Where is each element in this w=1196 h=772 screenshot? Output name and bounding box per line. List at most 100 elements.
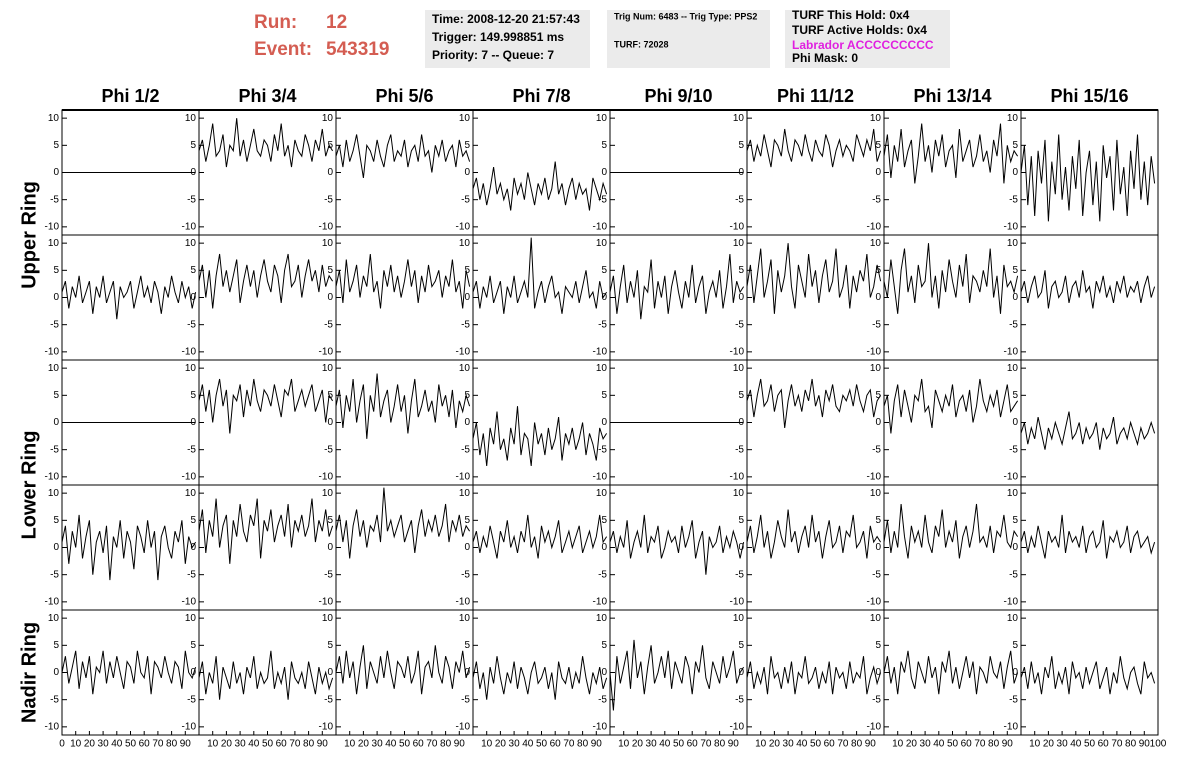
x-tick-label: 70 xyxy=(426,739,438,750)
y-tick-label: 0 xyxy=(53,292,59,303)
y-tick-label: -5 xyxy=(872,194,881,205)
y-tick-label: 10 xyxy=(596,613,608,624)
x-tick-label: 90 xyxy=(180,739,192,750)
event-label: Event: xyxy=(254,39,312,60)
y-tick-label: 10 xyxy=(596,363,608,374)
x-tick-label: 80 xyxy=(1125,739,1137,750)
x-tick-label: 10 xyxy=(481,739,493,750)
x-tick-label: 20 xyxy=(358,739,370,750)
column-title: Phi 1/2 xyxy=(101,86,159,106)
y-tick-label: -5 xyxy=(324,194,333,205)
y-tick-label: -10 xyxy=(456,596,471,607)
y-tick-label: 5 xyxy=(53,390,59,401)
y-tick-label: 5 xyxy=(327,640,333,651)
y-tick-label: -5 xyxy=(872,694,881,705)
y-tick-label: -10 xyxy=(730,346,745,357)
x-tick-label: 10 xyxy=(207,739,219,750)
y-tick-label: 0 xyxy=(1012,667,1018,678)
y-tick-label: 0 xyxy=(601,167,607,178)
trigger-text: Trigger: 149.998851 ms xyxy=(432,30,564,44)
y-tick-label: 5 xyxy=(601,515,607,526)
x-tick-label: 90 xyxy=(1139,739,1151,750)
y-tick-label: 0 xyxy=(190,667,196,678)
y-tick-label: -5 xyxy=(735,444,744,455)
y-tick-label: 0 xyxy=(738,292,744,303)
x-tick-label: 20 xyxy=(1043,739,1055,750)
y-tick-label: -5 xyxy=(1009,444,1018,455)
y-tick-label: -10 xyxy=(45,346,60,357)
y-tick-label: 10 xyxy=(596,238,608,249)
y-tick-label: 5 xyxy=(190,640,196,651)
y-tick-label: 5 xyxy=(190,265,196,276)
y-tick-label: 0 xyxy=(327,167,333,178)
y-tick-label: 10 xyxy=(733,113,745,124)
waveform xyxy=(1020,411,1156,450)
row-label: Nadir Ring xyxy=(18,622,40,723)
x-tick-label: 20 xyxy=(221,739,233,750)
x-tick-label: 30 xyxy=(509,739,521,750)
y-tick-label: -5 xyxy=(598,694,607,705)
waveform xyxy=(198,378,334,434)
y-tick-label: 5 xyxy=(53,265,59,276)
y-tick-label: -5 xyxy=(735,319,744,330)
y-tick-label: -5 xyxy=(50,569,59,580)
x-tick-label: 70 xyxy=(289,739,301,750)
y-tick-label: 0 xyxy=(875,542,881,553)
y-tick-label: -5 xyxy=(872,444,881,455)
y-tick-label: 0 xyxy=(53,167,59,178)
waveform xyxy=(335,253,471,309)
y-tick-label: 0 xyxy=(464,542,470,553)
y-tick-label: -10 xyxy=(45,221,60,232)
column-title: Phi 5/6 xyxy=(375,86,433,106)
y-tick-label: -10 xyxy=(456,346,471,357)
y-tick-label: 5 xyxy=(190,140,196,151)
x-tick-label: 90 xyxy=(591,739,603,750)
y-tick-label: -10 xyxy=(593,221,608,232)
row-label: Upper Ring xyxy=(18,181,40,289)
y-tick-label: 0 xyxy=(601,417,607,428)
y-tick-label: 10 xyxy=(48,613,60,624)
x-tick-label: 90 xyxy=(865,739,877,750)
x-tick-label: 80 xyxy=(577,739,589,750)
y-tick-label: 0 xyxy=(327,292,333,303)
x-tick-label: 70 xyxy=(563,739,575,750)
y-tick-label: 0 xyxy=(464,292,470,303)
y-tick-label: 10 xyxy=(870,238,882,249)
waveform xyxy=(472,514,608,559)
waveform xyxy=(198,118,334,168)
x-tick-label: 80 xyxy=(440,739,452,750)
y-tick-label: -10 xyxy=(1004,721,1019,732)
waveform xyxy=(198,650,334,700)
waveform xyxy=(198,498,334,564)
y-tick-label: 5 xyxy=(1012,515,1018,526)
y-tick-label: 10 xyxy=(48,238,60,249)
y-tick-label: -5 xyxy=(598,319,607,330)
y-tick-label: -5 xyxy=(1009,569,1018,580)
y-tick-label: 10 xyxy=(733,238,745,249)
y-tick-label: 5 xyxy=(738,140,744,151)
y-tick-label: 5 xyxy=(327,265,333,276)
waveform xyxy=(609,639,745,711)
y-tick-label: -10 xyxy=(319,471,334,482)
x-tick-label: 50 xyxy=(536,739,548,750)
y-tick-label: 10 xyxy=(733,613,745,624)
y-tick-label: 5 xyxy=(464,265,470,276)
y-tick-label: 10 xyxy=(322,113,334,124)
x-tick-label: 10 xyxy=(892,739,904,750)
waveform xyxy=(472,237,608,314)
waveform xyxy=(335,134,471,178)
y-tick-label: -10 xyxy=(593,471,608,482)
x-tick-label: 40 xyxy=(796,739,808,750)
y-tick-label: -10 xyxy=(730,596,745,607)
y-tick-label: 5 xyxy=(601,265,607,276)
waveform xyxy=(472,406,608,467)
waveform xyxy=(335,373,471,439)
x-tick-label: 90 xyxy=(1002,739,1014,750)
waveform xyxy=(472,656,608,700)
y-tick-label: 0 xyxy=(464,417,470,428)
turf-active-text: TURF Active Holds: 0x4 xyxy=(792,23,927,37)
y-tick-label: -10 xyxy=(182,471,197,482)
y-tick-label: 5 xyxy=(601,640,607,651)
y-tick-label: 0 xyxy=(464,667,470,678)
waveform xyxy=(1020,514,1156,559)
